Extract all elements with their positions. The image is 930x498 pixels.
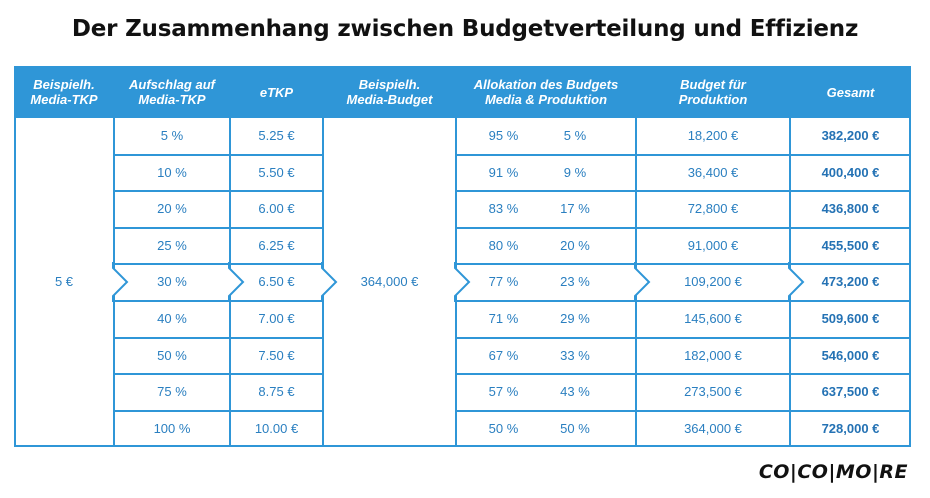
budget-produktion-cell: 145,600 € xyxy=(684,311,742,326)
row-divider xyxy=(114,190,323,192)
column-divider xyxy=(229,66,231,447)
budget-produktion-cell: 109,200 € xyxy=(684,274,742,290)
aufschlag-cell: 100 % xyxy=(153,420,191,436)
aufschlag-cell: 40 % xyxy=(157,311,187,326)
row-divider xyxy=(456,154,911,156)
etkp-cell: 6.25 € xyxy=(258,237,295,253)
row-divider xyxy=(114,337,323,339)
gesamt-cell: 546,000 € xyxy=(821,347,880,363)
budget-produktion-cell: 364,000 € xyxy=(684,420,742,436)
aufschlag-cell: 5 % xyxy=(160,128,184,143)
header-media-budget: Beispielh. Media-Budget xyxy=(323,66,456,118)
chevron-icon xyxy=(787,262,805,303)
budget-produktion-cell: 91,000 € xyxy=(687,237,739,253)
gesamt-cell: 473,200 € xyxy=(821,274,880,290)
gesamt-cell: 637,500 € xyxy=(821,384,880,400)
page-title: Der Zusammenhang zwischen Budgetverteilu… xyxy=(71,16,859,42)
aufschlag-cell: 30 % xyxy=(157,274,187,290)
allocation-produktion-cell: 17 % xyxy=(560,201,590,217)
row-divider xyxy=(114,154,323,156)
etkp-cell: 6.00 € xyxy=(258,201,295,217)
gesamt-cell: 436,800 € xyxy=(821,201,880,217)
chevron-icon xyxy=(633,262,651,303)
aufschlag-cell: 20 % xyxy=(157,201,187,217)
media-tkp-value: 5 € xyxy=(54,274,74,290)
header-gesamt: Gesamt xyxy=(790,66,911,118)
row-divider xyxy=(114,300,323,302)
gesamt-cell: 382,200 € xyxy=(821,128,880,143)
row-divider xyxy=(456,410,911,412)
allocation-produktion-cell: 50 % xyxy=(560,420,590,436)
table-border xyxy=(14,66,911,447)
allocation-produktion-cell: 43 % xyxy=(560,384,590,400)
row-divider xyxy=(114,263,323,265)
allocation-media-cell: 50 % xyxy=(488,420,519,436)
column-divider xyxy=(113,66,115,447)
row-divider xyxy=(456,337,911,339)
budget-produktion-cell: 18,200 € xyxy=(687,128,739,143)
allocation-media-cell: 91 % xyxy=(488,164,519,180)
budget-produktion-cell: 273,500 € xyxy=(684,384,742,400)
column-divider xyxy=(455,66,457,447)
row-divider xyxy=(114,410,323,412)
etkp-cell: 10.00 € xyxy=(254,420,299,436)
gesamt-cell: 728,000 € xyxy=(821,420,880,436)
row-divider xyxy=(114,227,323,229)
allocation-media-cell: 67 % xyxy=(488,347,519,363)
column-divider xyxy=(322,66,324,447)
row-divider xyxy=(456,227,911,229)
aufschlag-cell: 10 % xyxy=(157,164,187,180)
gesamt-cell: 400,400 € xyxy=(821,164,880,180)
allocation-media-cell: 77 % xyxy=(488,274,519,290)
allocation-produktion-cell: 5 % xyxy=(563,128,587,143)
column-divider xyxy=(789,66,791,447)
allocation-media-cell: 95 % xyxy=(488,128,519,143)
header-budget-produktion: Budget für Produktion xyxy=(636,66,790,118)
gesamt-cell: 509,600 € xyxy=(821,311,880,326)
chevron-icon xyxy=(227,262,245,303)
allocation-produktion-cell: 33 % xyxy=(560,347,590,363)
etkp-cell: 5.25 € xyxy=(258,128,295,143)
aufschlag-cell: 75 % xyxy=(157,384,187,400)
allocation-produktion-cell: 29 % xyxy=(560,311,590,326)
allocation-produktion-cell: 9 % xyxy=(563,164,587,180)
etkp-cell: 6.50 € xyxy=(258,274,295,290)
allocation-media-cell: 80 % xyxy=(488,237,519,253)
allocation-media-cell: 57 % xyxy=(488,384,519,400)
budget-produktion-cell: 72,800 € xyxy=(687,201,739,217)
header-allokation: Allokation des Budgets Media & Produktion xyxy=(456,66,636,118)
aufschlag-cell: 25 % xyxy=(157,237,187,253)
row-divider xyxy=(114,373,323,375)
allocation-produktion-cell: 20 % xyxy=(560,237,590,253)
budget-produktion-cell: 182,000 € xyxy=(684,347,742,363)
header-etkp: eTKP xyxy=(230,66,323,118)
allocation-media-cell: 71 % xyxy=(488,311,519,326)
row-divider xyxy=(456,300,911,302)
cocomore-logo: CO|CO|MO|RE xyxy=(758,461,908,483)
row-divider xyxy=(456,373,911,375)
etkp-cell: 8.75 € xyxy=(258,384,295,400)
etkp-cell: 7.00 € xyxy=(258,311,295,326)
media-budget-value: 364,000 € xyxy=(360,274,419,290)
budget-produktion-cell: 36,400 € xyxy=(687,164,739,180)
etkp-cell: 5.50 € xyxy=(258,164,295,180)
gesamt-cell: 455,500 € xyxy=(821,237,880,253)
chevron-icon xyxy=(320,262,338,303)
allocation-media-cell: 83 % xyxy=(488,201,519,217)
row-divider xyxy=(456,190,911,192)
header-media-tkp: Beispielh. Media-TKP xyxy=(14,66,114,118)
column-divider xyxy=(635,66,637,447)
etkp-cell: 7.50 € xyxy=(258,347,295,363)
chevron-icon xyxy=(453,262,471,303)
header-aufschlag: Aufschlag auf Media-TKP xyxy=(114,66,230,118)
chevron-icon xyxy=(111,262,129,303)
row-divider xyxy=(456,263,911,265)
allocation-produktion-cell: 23 % xyxy=(560,274,590,290)
aufschlag-cell: 50 % xyxy=(157,347,187,363)
